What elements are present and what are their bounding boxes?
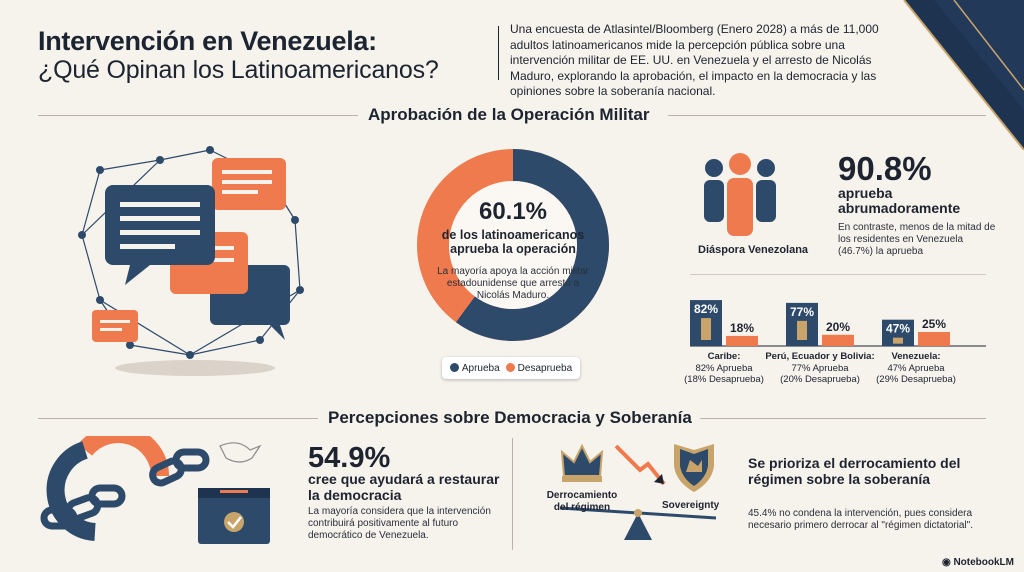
section2-title: Percepciones sobre Democracia y Soberaní… xyxy=(320,408,700,428)
bar-disapprove-0 xyxy=(726,335,758,346)
bar-approve-label-1: 77% xyxy=(790,305,814,319)
page-subtitle: ¿Qué Opinan los Latinoamericanos? xyxy=(38,56,439,84)
approval-donut-chart xyxy=(417,149,609,341)
diaspora-divider xyxy=(690,274,986,275)
region-caption-line: 77% Aprueba xyxy=(791,362,849,374)
brand-label: NotebookLM xyxy=(953,557,1014,568)
bar-disapprove-label-2: 25% xyxy=(922,317,946,331)
legend-approve: Aprueba xyxy=(449,362,500,374)
section2-divider xyxy=(512,438,513,550)
donut-approve-arc xyxy=(417,149,609,341)
region-caption-line: 82% Aprueba xyxy=(695,362,753,374)
donut-center-text: 60.1% de los latinoamericanos aprueba la… xyxy=(432,198,594,302)
legend-disapprove-swatch xyxy=(505,362,515,372)
democracy-percentage: 54.9% xyxy=(308,442,391,474)
sovereignty-note: 45.4% no condena la intervención, pues c… xyxy=(748,508,973,531)
page-title: Intervención en Venezuela: xyxy=(38,26,377,56)
section2-line-left xyxy=(38,418,318,419)
legend-approve-label: Aprueba xyxy=(461,362,500,374)
region-caption-line: (20% Desaprueba) xyxy=(780,374,860,385)
bar-disapprove-2 xyxy=(918,332,950,346)
region-caption-2: Venezuela: 47% Aprueba (29% Desaprueba) xyxy=(861,351,971,386)
bar-disapprove-1 xyxy=(822,334,854,346)
label-derrocamiento: Derrocamiento del régimen xyxy=(546,490,618,513)
diaspora-percentage: 90.8% xyxy=(838,150,932,187)
diaspora-subtitle: aprueba abrumadoramente xyxy=(838,185,961,216)
regional-bar-chart: 82% 18% 77% 20% 47% 25% xyxy=(690,300,986,347)
region-caption-1: Perú, Ecuador y Bolivia: 77% Aprueba (20% … xyxy=(765,351,875,386)
intro-text: Una encuesta de Atlasintel/Bloomberg (En… xyxy=(510,22,879,98)
section1-line-right xyxy=(668,115,986,116)
donut-legend: Aprueba Desaprueba xyxy=(442,357,580,379)
broken-chain-ballot-illustration xyxy=(40,436,270,544)
donut-percentage: 60.1% xyxy=(478,198,548,225)
bar-disapprove-label-1: 20% xyxy=(826,320,850,334)
legend-approve-swatch xyxy=(449,362,459,372)
bar-approve-label-0: 82% xyxy=(694,302,718,316)
region-caption-line: (29% Desaprueba) xyxy=(876,374,956,385)
donut-subtitle: de los latinoamericanos aprueba la opera… xyxy=(441,228,585,256)
crown-shield-scale-illustration xyxy=(559,443,717,540)
pillar-icon-0 xyxy=(701,318,711,340)
region-caption-line: (18% Desaprueba) xyxy=(684,374,764,385)
diaspora-label: Diáspora Venezolana xyxy=(698,244,809,256)
legend-disapprove-label: Desaprueba xyxy=(517,362,573,374)
bar-approve-label-2: 47% xyxy=(886,322,910,336)
region-caption-line: Caribe: xyxy=(707,351,741,362)
label-sovereignty: Sovereignty xyxy=(662,500,720,511)
sovereignty-headline: Se prioriza el derrocamiento del régimen… xyxy=(748,455,961,487)
brand-icon: ◉ xyxy=(941,557,954,568)
section1-title: Aprobación de la Operación Militar xyxy=(360,105,658,125)
section2-line-right xyxy=(700,418,986,419)
brand-watermark: ◉ NotebookLM xyxy=(942,557,1014,568)
section1-line-left xyxy=(38,115,358,116)
region-caption-0: Caribe: 82% Aprueba (18% Desaprueba) xyxy=(669,351,779,386)
pillar-icon-2 xyxy=(893,337,903,344)
democracy-note: La mayoría considera que la intervención… xyxy=(308,506,491,541)
region-caption-line: Perú, Ecuador y Bolivia: xyxy=(765,351,875,362)
donut-note: La mayoría apoya la acción militar estad… xyxy=(437,266,589,301)
diaspora-note: En contraste, menos de la mitad de los r… xyxy=(838,222,996,257)
region-caption-line: Venezuela: xyxy=(891,351,941,362)
legend-disapprove: Desaprueba xyxy=(505,362,573,374)
chat-network-illustration xyxy=(78,146,304,376)
bar-disapprove-label-0: 18% xyxy=(730,321,754,335)
region-caption-line: 47% Aprueba xyxy=(887,362,945,374)
corner-decoration xyxy=(903,0,1024,150)
pillar-icon-1 xyxy=(797,320,807,340)
header-divider xyxy=(498,26,499,80)
people-group-icon xyxy=(704,153,776,236)
democracy-subtitle: cree que ayudará a restaurar la democrac… xyxy=(308,471,500,503)
